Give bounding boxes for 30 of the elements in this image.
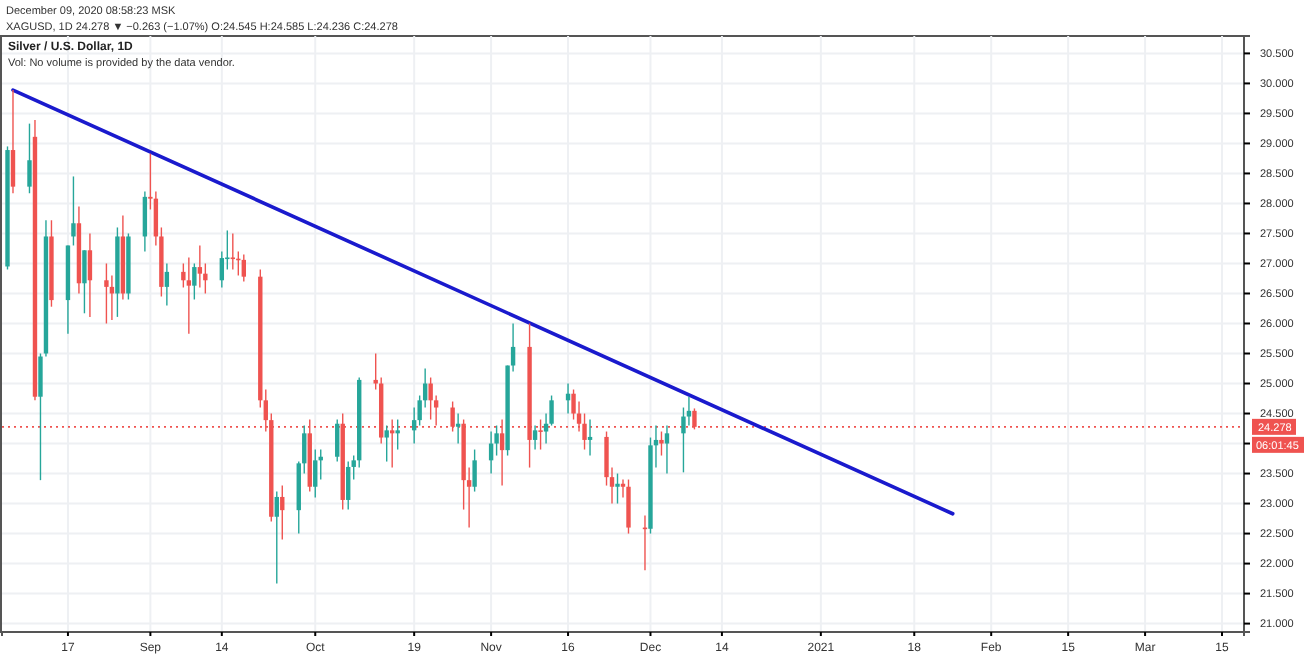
- candlestick: [104, 262, 109, 325]
- candlestick: [455, 412, 461, 445]
- candlestick: [27, 122, 32, 194]
- candlestick: [428, 376, 433, 421]
- candlestick: [71, 175, 76, 247]
- candlestick: [384, 424, 389, 463]
- candlestick: [346, 460, 351, 511]
- candlestick: [664, 424, 670, 475]
- candlestick: [241, 253, 246, 283]
- candlestick: [10, 89, 16, 194]
- candlestick: [82, 249, 87, 314]
- candlestick: [659, 430, 664, 457]
- candlestick: [186, 256, 192, 335]
- candlestick: [38, 352, 43, 481]
- candlestick: [87, 232, 93, 318]
- candlestick: [280, 484, 285, 541]
- candlestick: [532, 424, 538, 451]
- candlestick: [587, 418, 593, 457]
- candlestick: [164, 262, 170, 307]
- candlestick: [274, 490, 279, 585]
- candlestick: [395, 418, 400, 451]
- candlestick: [472, 448, 477, 493]
- candlestick: [192, 262, 197, 301]
- candlestick: [626, 478, 631, 535]
- candlestick: [230, 232, 236, 271]
- candlestick: [197, 244, 203, 289]
- candlestick: [313, 448, 318, 499]
- candlestick: [142, 190, 148, 253]
- candlestick: [335, 418, 340, 463]
- candlestick: [615, 472, 620, 505]
